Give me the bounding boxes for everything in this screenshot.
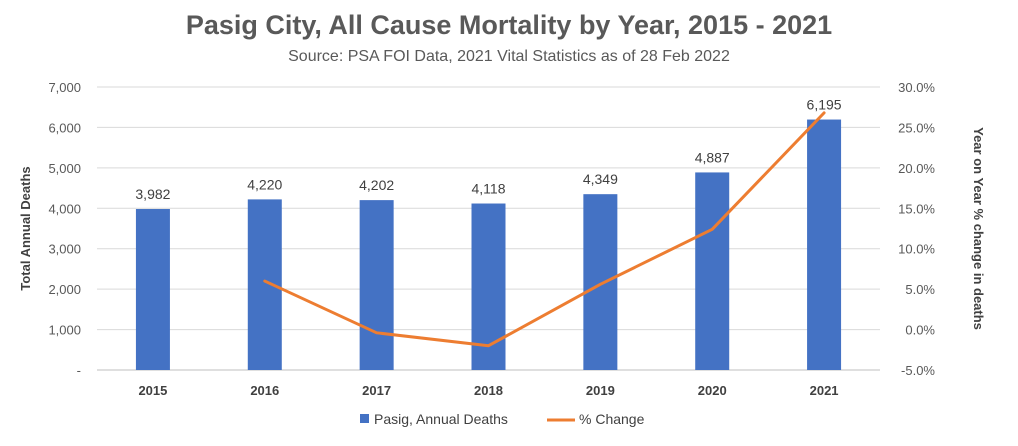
y2-tick-label: -5.0%	[901, 363, 935, 378]
legend-swatch-bars	[360, 414, 369, 423]
line-series	[263, 111, 826, 348]
y-tick-label: 3,000	[48, 242, 81, 257]
y-tick-label: 1,000	[48, 323, 81, 338]
bar-data-label: 3,982	[135, 186, 170, 202]
y2-tick-label: 10.0%	[898, 242, 935, 257]
y-axis-title: Total Annual Deaths	[18, 166, 33, 290]
y2-tick-label: 30.0%	[898, 80, 935, 95]
bar	[247, 199, 282, 370]
y-tick-label: -	[77, 363, 81, 378]
bar-data-label: 4,220	[247, 176, 282, 192]
y2-tick-label: 5.0%	[905, 282, 935, 297]
y2-axis-title: Year on Year % change in deaths	[971, 127, 986, 330]
bar-data-label: 4,118	[472, 181, 506, 197]
y-tick-label: 5,000	[48, 161, 81, 176]
bar-data-label: 4,349	[583, 171, 618, 187]
chart-subtitle: Source: PSA FOI Data, 2021 Vital Statist…	[288, 48, 730, 65]
y-tick-label: 6,000	[48, 120, 81, 135]
bar	[807, 119, 842, 370]
bar-data-label: 4,202	[359, 177, 394, 193]
x-tick-label: 2018	[474, 383, 503, 398]
x-tick-label: 2015	[138, 383, 167, 398]
bar	[583, 194, 618, 370]
bar	[695, 172, 730, 370]
y2-tick-label: 0.0%	[905, 323, 935, 338]
x-tick-label: 2020	[698, 383, 727, 398]
bar	[359, 200, 394, 370]
x-tick-label: 2017	[362, 383, 391, 398]
y2-tick-label: 15.0%	[898, 201, 935, 216]
y-tick-label: 4,000	[48, 201, 81, 216]
bar-data-label: 4,887	[695, 149, 730, 165]
x-tick-label: 2021	[810, 383, 839, 398]
y-tick-label: 7,000	[48, 80, 81, 95]
bar	[471, 203, 506, 370]
x-tick-label: 2019	[586, 383, 615, 398]
bar	[135, 209, 170, 370]
legend-label-bars: Pasig, Annual Deaths	[374, 411, 508, 427]
x-tick-label: 2016	[250, 383, 279, 398]
chart-title: Pasig City, All Cause Mortality by Year,…	[185, 10, 833, 40]
y-tick-label: 2,000	[48, 282, 81, 297]
y2-tick-label: 20.0%	[898, 161, 935, 176]
bar-data-label: 6,195	[807, 97, 842, 113]
y2-tick-label: 25.0%	[898, 120, 935, 135]
legend-label-line: % Change	[579, 411, 645, 427]
